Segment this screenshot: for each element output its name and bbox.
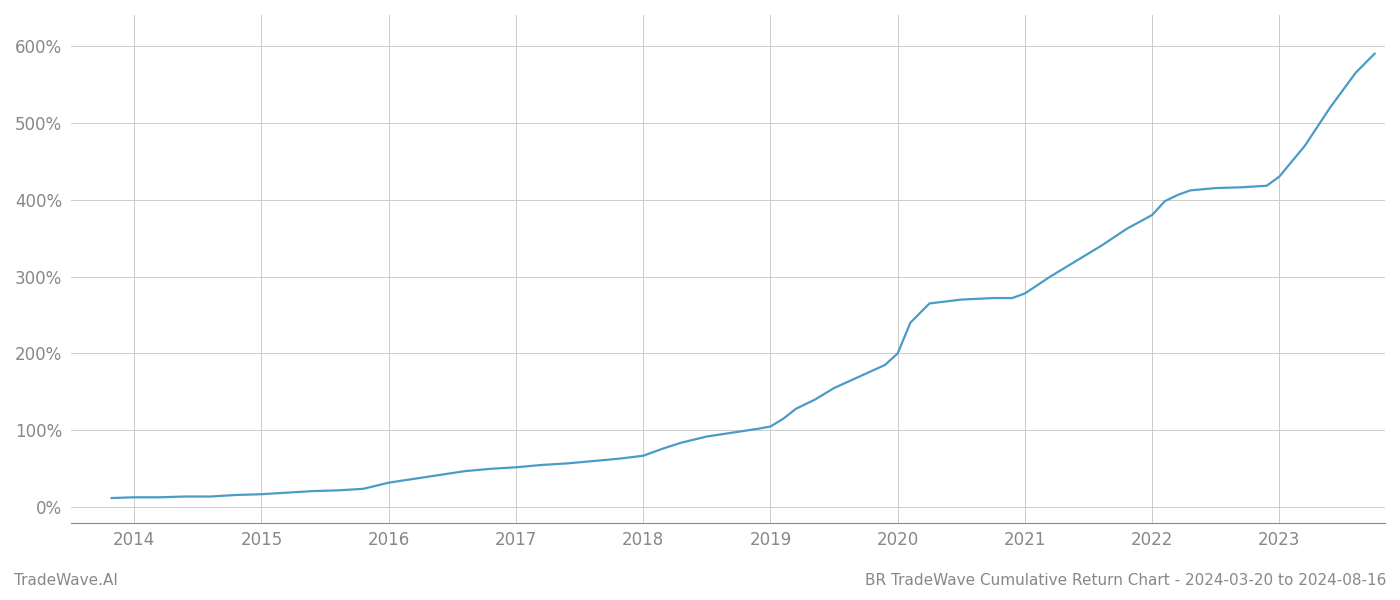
Text: BR TradeWave Cumulative Return Chart - 2024-03-20 to 2024-08-16: BR TradeWave Cumulative Return Chart - 2… xyxy=(865,573,1386,588)
Text: TradeWave.AI: TradeWave.AI xyxy=(14,573,118,588)
